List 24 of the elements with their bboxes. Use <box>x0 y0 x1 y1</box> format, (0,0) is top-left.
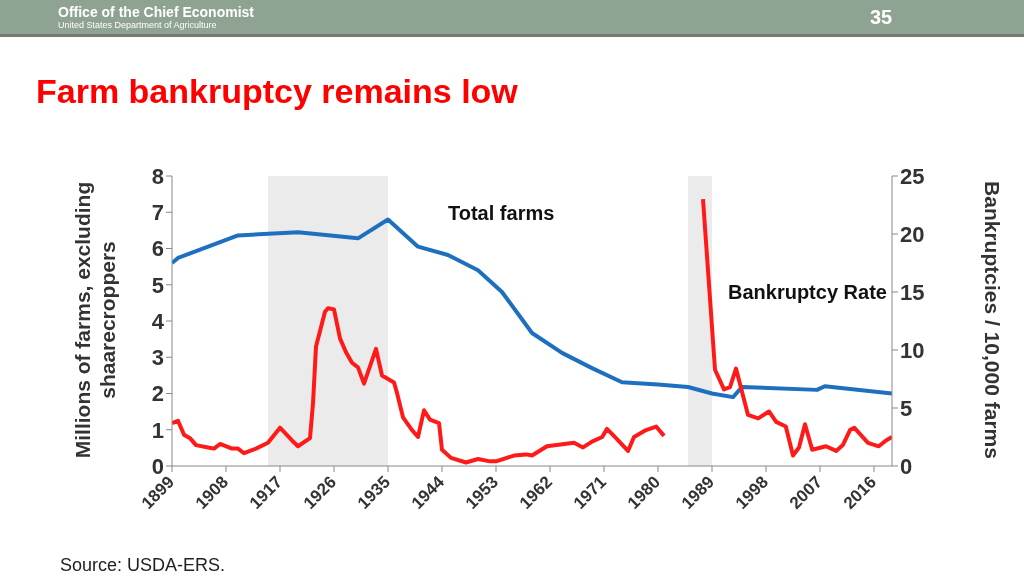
y-tick-label: 6 <box>151 236 164 262</box>
y-tick-label: 0 <box>151 453 164 479</box>
y-tick-label: 8 <box>151 163 164 189</box>
y-tick-label: 7 <box>151 200 164 226</box>
series-label: Bankruptcy Rate <box>728 281 887 304</box>
y2-axis-title: Bankruptcies / 10,000 farms <box>980 180 1004 461</box>
y2-tick-label: 25 <box>900 163 925 189</box>
y2-tick-label: 5 <box>900 395 913 421</box>
y-tick-label: 5 <box>151 272 164 298</box>
text: Office of the Chief Economist <box>58 4 255 20</box>
series-label: Total farms <box>448 201 555 224</box>
y-tick-label: 1 <box>151 417 164 443</box>
y-axis-title: Millions of farms, excluding shaarecroppers <box>70 180 120 461</box>
y-tick-label: 4 <box>151 308 165 334</box>
y2-tick-label: 10 <box>900 337 925 363</box>
text: United States Department of Agriculture <box>58 20 217 30</box>
y-tick-label: 3 <box>151 345 164 371</box>
text: 35 <box>870 6 893 29</box>
y2-tick-label: 0 <box>900 453 913 479</box>
y2-tick-label: 20 <box>900 221 925 247</box>
y2-tick-label: 15 <box>900 279 925 305</box>
chart-title: Farm bankruptcy remains low <box>36 72 518 111</box>
source-note: Source: USDA-ERS. <box>60 555 226 576</box>
y-tick-label: 2 <box>151 381 164 407</box>
